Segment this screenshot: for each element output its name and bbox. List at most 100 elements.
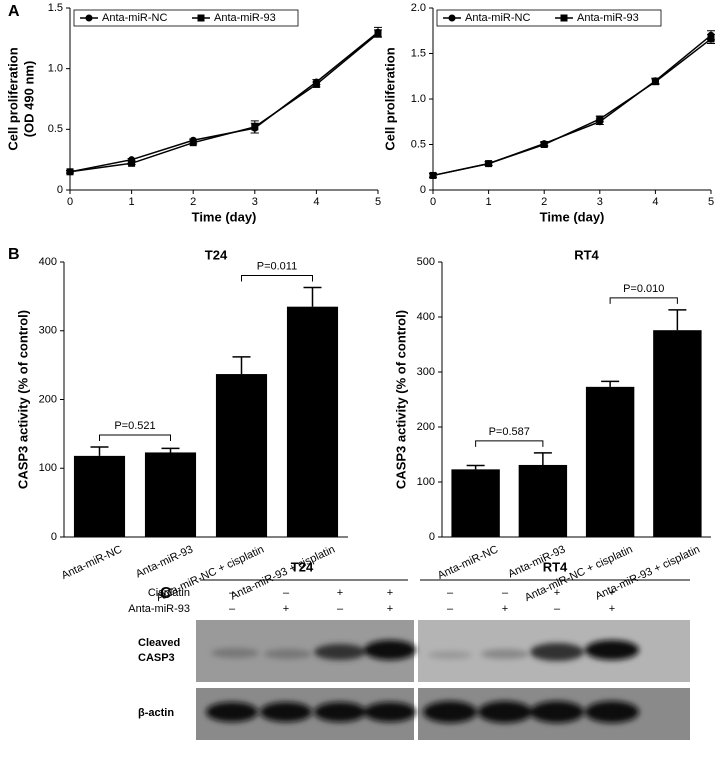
x-tick-label: Anta-miR-NC [60, 543, 124, 582]
point [651, 78, 659, 86]
group-label: RT4 [543, 559, 568, 574]
x-tick-label: 0 [430, 196, 436, 208]
sign: – [447, 587, 454, 599]
y-axis-label: CASP3 activity (% of control) [15, 310, 30, 489]
y-axis-label: (OD 490 nm) [21, 61, 36, 138]
panel-label: A [8, 3, 20, 20]
y-tick-label: 300 [417, 366, 435, 378]
y-tick-label: 1.0 [411, 93, 426, 105]
point [312, 80, 320, 88]
legend-marker [197, 14, 205, 22]
y-tick-label: 300 [39, 325, 57, 337]
y-tick-label: 200 [417, 421, 435, 433]
y-tick-label: 400 [39, 256, 57, 268]
error-bar [601, 380, 620, 387]
point [429, 171, 437, 179]
series-line [69, 32, 379, 173]
sign: + [337, 587, 343, 599]
legend-label: Anta-miR-NC [465, 12, 530, 24]
x-tick-label: 4 [652, 196, 658, 208]
sign: + [609, 603, 615, 615]
x-tick-label: 5 [375, 196, 381, 208]
point [128, 159, 136, 167]
x-tick-label: 3 [597, 196, 603, 208]
panel-label: B [8, 246, 20, 263]
series-line [432, 34, 712, 177]
error-bar [466, 464, 485, 470]
y-tick-label: 2.0 [411, 2, 426, 14]
x-tick-label: 2 [541, 196, 547, 208]
error-bar [90, 446, 109, 456]
sign: – [447, 603, 454, 615]
y-tick-label: 100 [417, 476, 435, 488]
x-tick-label: Anta-miR-NC [436, 543, 500, 582]
y-tick-label: 1.0 [48, 63, 63, 75]
x-tick-label: 1 [129, 196, 135, 208]
error-bar [232, 356, 251, 375]
x-tick-label: 4 [313, 196, 319, 208]
y-axis-label: Cell proliferation [382, 47, 397, 150]
series-line [432, 38, 712, 177]
y-tick-label: 500 [417, 256, 435, 268]
bracket [609, 297, 678, 304]
sign: – [229, 587, 236, 599]
x-tick-label: Anta-miR-93 [134, 543, 195, 580]
p-value: P=0.010 [623, 283, 664, 295]
bar [286, 306, 339, 537]
y-tick-label: 0 [429, 531, 435, 543]
point [596, 115, 604, 123]
x-tick-label: 2 [190, 196, 196, 208]
band-label: CASP3 [138, 652, 175, 664]
error-bar [668, 309, 687, 331]
point [189, 139, 197, 147]
panel-label: C [160, 585, 172, 602]
y-tick-label: 1.5 [48, 2, 63, 14]
legend-marker [560, 14, 568, 22]
y-tick-label: 0 [420, 184, 426, 196]
p-value: P=0.521 [114, 420, 155, 432]
bar [518, 464, 568, 537]
bar [215, 374, 268, 537]
sign: + [387, 603, 393, 615]
sign: + [554, 587, 560, 599]
x-tick-label: 0 [67, 196, 73, 208]
band-label: β-actin [138, 707, 174, 719]
y-tick-label: 0.5 [48, 123, 63, 135]
error-bar [161, 447, 180, 453]
x-tick-label: 1 [486, 196, 492, 208]
row-label: Anta-miR-93 [128, 603, 190, 615]
bar [653, 330, 702, 537]
x-tick-label: 3 [252, 196, 258, 208]
error-bar [303, 286, 322, 307]
series-line [69, 31, 379, 173]
point [374, 29, 382, 37]
y-tick-label: 0 [51, 531, 57, 543]
row-label: Cisplatin [148, 587, 190, 599]
bar [585, 386, 635, 537]
y-axis-label: Cell proliferation [5, 47, 20, 150]
legend-marker [85, 14, 93, 22]
legend-label: Anta-miR-93 [577, 12, 639, 24]
legend-marker [448, 14, 456, 22]
x-tick-label: Anta-miR-NC + cisplatin [523, 543, 635, 604]
y-axis-label: CASP3 activity (% of control) [393, 310, 408, 489]
point [66, 168, 74, 176]
bands [206, 640, 639, 723]
point [540, 141, 548, 148]
p-value: P=0.587 [489, 426, 530, 438]
legend-box [73, 9, 299, 27]
sign: – [502, 587, 509, 599]
sign: + [283, 603, 289, 615]
y-tick-label: 200 [39, 393, 57, 405]
legend-label: Anta-miR-93 [214, 12, 276, 24]
point [485, 160, 493, 168]
sign: – [283, 587, 290, 599]
bar [73, 455, 126, 537]
bar [451, 469, 500, 537]
bracket [241, 274, 313, 282]
x-axis-label: Time (day) [192, 209, 257, 224]
y-tick-label: 0.5 [411, 138, 426, 150]
y-tick-label: 1.5 [411, 47, 426, 59]
sign: + [387, 587, 393, 599]
